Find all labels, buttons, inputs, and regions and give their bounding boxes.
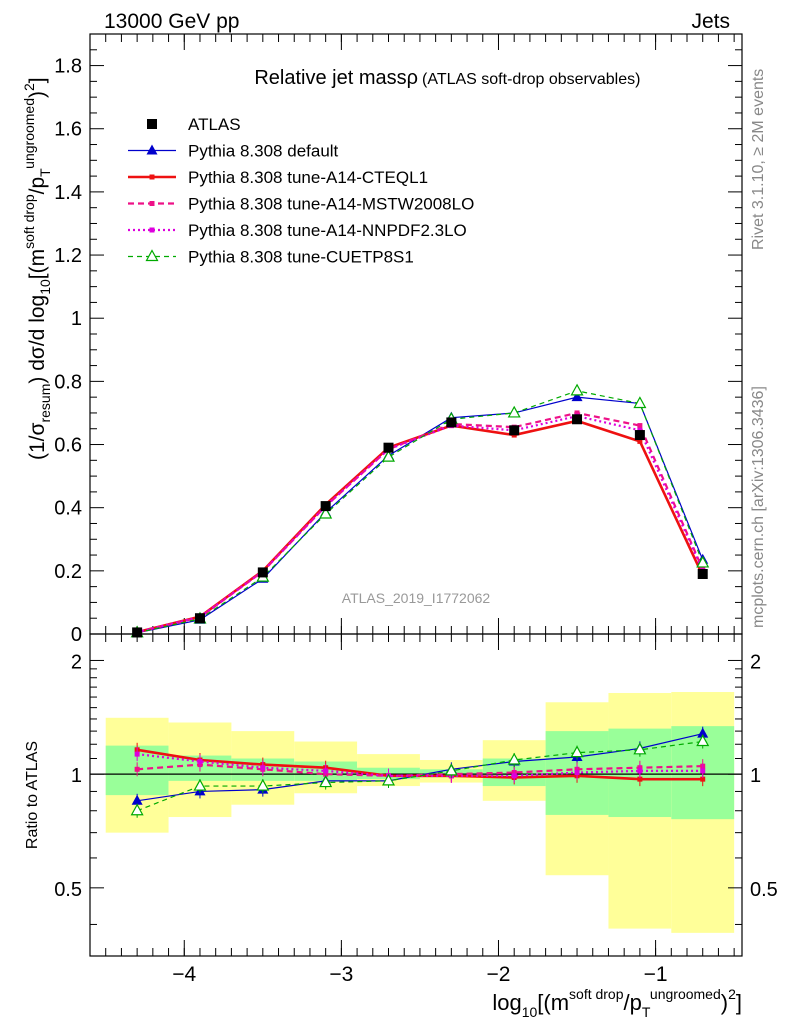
mcplots-label: mcplots.cern.ch [arXiv:1306.3436] [750, 386, 767, 628]
ratio-panel: 0.5 0.5 1 1 2 2 −4 −3 −2 −1 Ratio to ATLAS log10[… [24, 633, 778, 1020]
default-point [571, 391, 583, 402]
nnpdf-point [134, 751, 140, 757]
xtick-label: −2 [487, 963, 511, 986]
atlas-point [257, 567, 268, 578]
atlas-point [383, 442, 394, 453]
atlas-point [320, 501, 331, 512]
cuetp8s1-point [633, 742, 647, 755]
nnpdf-point [149, 227, 155, 233]
main-ytick-label: 0.6 [54, 435, 82, 457]
atlas-point [509, 425, 520, 436]
legend-label-nnpdf: Pythia 8.308 tune-A14-NNPDF2.3LO [188, 221, 467, 240]
cuetp8s1-point [381, 449, 396, 462]
chart-subtitle: (ATLAS soft-drop observables) [422, 71, 640, 88]
nnpdf-point [511, 773, 517, 779]
cuetp8s1-point [444, 763, 458, 776]
atlas-point [697, 569, 708, 579]
main-ytick-label: 0.8 [54, 371, 82, 393]
legend-label-mstw: Pythia 8.308 tune-A14-MSTW2008LO [188, 195, 474, 214]
chart-title: Relative jet massρ [254, 67, 418, 89]
cuetp8s1-point [570, 745, 584, 758]
cteql1-point [700, 776, 706, 782]
cuetp8s1-point [633, 396, 647, 409]
mstw-point [637, 423, 643, 429]
atlas-point [634, 430, 645, 441]
ratio-ytick-label-right: 1 [750, 765, 761, 787]
mstw-point [574, 410, 580, 416]
cuetp8s1-line [137, 390, 704, 634]
energy-label: 13000 GeV pp [104, 10, 239, 33]
xtick-label: −1 [644, 963, 668, 986]
ratio-axes: 0.5 0.5 1 1 2 2 −4 −3 −2 −1 [54, 633, 778, 986]
atlas-point [147, 119, 157, 129]
rivet-label: Rivet 3.1.10, ≥ 2M events [750, 69, 767, 250]
nnpdf-point [260, 765, 266, 771]
main-ytick-label: 1 [71, 308, 82, 330]
cteql1-point [637, 776, 643, 782]
main-ytick-label: 0 [71, 624, 82, 646]
main-ytick-label: 1.6 [54, 119, 82, 141]
cteql1-point [637, 438, 643, 444]
xtick-label: −3 [329, 963, 353, 986]
cuetp8s1-point [319, 775, 333, 788]
main-ytick-label: 1.2 [54, 245, 82, 267]
main-ytick-label: 1.8 [54, 56, 82, 78]
cuetp8s1-point [381, 773, 396, 786]
main-ytick-label: 1.4 [54, 182, 82, 204]
main-ytick-label: 0.4 [54, 498, 82, 520]
cuetp8s1-point [130, 803, 144, 816]
main-axes: 0 0.2 0.4 0.6 0.8 1 1.2 1.4 1.6 1.8 [54, 33, 743, 646]
mstw-point [149, 201, 155, 206]
ratio-ylabel: Ratio to ATLAS [24, 741, 41, 849]
cuetp8s1-point [696, 555, 710, 568]
cuetp8s1-point [507, 405, 521, 418]
nnpdf-point [637, 768, 643, 774]
cuetp8s1-point [193, 778, 207, 791]
legend-label-atlas: ATLAS [188, 115, 241, 134]
main-panel: 0 0.2 0.4 0.6 0.8 1 1.2 1.4 1.6 1.8 Relative jet … [21, 33, 743, 646]
cuetp8s1-point [319, 506, 333, 519]
ratio-series [130, 726, 710, 818]
xtick-label: −4 [172, 963, 196, 986]
default-point [146, 144, 158, 155]
process-label: Jets [691, 10, 730, 33]
atlas-point [572, 414, 583, 425]
legend: ATLAS Pythia 8.308 default Pythia 8.308 tu… [128, 115, 474, 267]
ratio-ytick-label: 2 [71, 651, 82, 673]
nnpdf-point [197, 759, 203, 765]
xlabel: log10[(msoft drop/pTungroomed)2] [492, 986, 742, 1020]
cuetp8s1-point [256, 778, 270, 791]
cuetp8s1-point [570, 383, 584, 396]
cuetp8s1-point [507, 752, 521, 765]
main-ylabel: (1/σresum) dσ/d log10[(msoft drop/pTungr… [21, 77, 53, 460]
cuetp8s1-point [696, 734, 710, 747]
main-watermark: ATLAS_2019_I1772062 [342, 590, 491, 606]
mstw-point [134, 766, 140, 772]
ratio-bands [105, 692, 735, 933]
legend-label-cteql1: Pythia 8.308 tune-A14-CTEQL1 [188, 168, 428, 187]
legend-label-default: Pythia 8.308 default [188, 142, 339, 161]
ratio-ytick-label: 1 [71, 765, 82, 787]
nnpdf-point [574, 770, 580, 776]
nnpdf-line [136, 414, 704, 634]
default-point [131, 794, 143, 805]
ratio-ytick-label-right: 0.5 [750, 879, 778, 901]
atlas-point [132, 627, 143, 638]
cuetp8s1-point [145, 249, 159, 262]
ratio-frame [89, 633, 743, 957]
ratio-ytick-label: 0.5 [54, 879, 82, 901]
nnpdf-point [700, 768, 706, 774]
cteql1-point [149, 174, 155, 180]
atlas-point [446, 417, 457, 428]
legend-label-cuetp8s1: Pythia 8.308 tune-CUETP8S1 [188, 248, 414, 267]
ratio-cuetp8s1-line [136, 740, 703, 812]
atlas-point [194, 613, 205, 624]
nnpdf-point [323, 768, 329, 774]
ratio-ytick-label-right: 2 [750, 651, 761, 673]
default-point [697, 727, 709, 738]
main-series [130, 383, 710, 638]
ratio-mstw-line [137, 763, 703, 777]
main-ytick-label: 0.2 [54, 561, 82, 583]
